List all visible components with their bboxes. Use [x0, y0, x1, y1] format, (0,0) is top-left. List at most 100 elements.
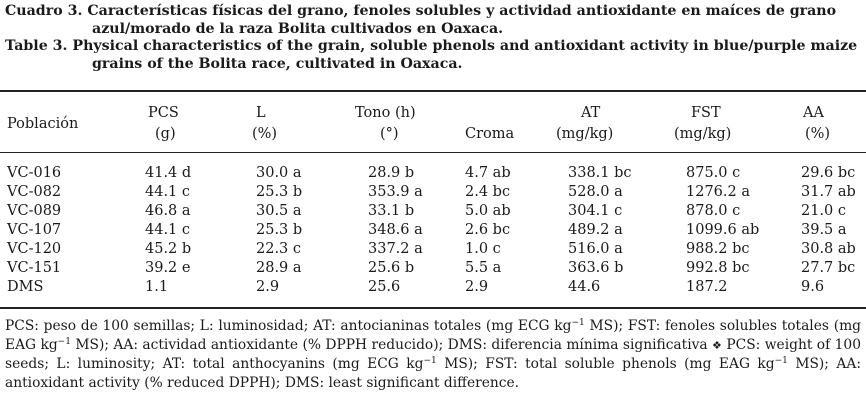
caption-english: Table 3. Physical characteristics of the… [5, 38, 858, 72]
table-row: VC-089 46.8 a 30.5 a 33.1 b 5.0 ab 304.1 c 878… [0, 202, 866, 221]
table-row: VC-151 39.2 e 28.9 a 25.6 b 5.5 a 363.6 b 992.… [0, 259, 866, 278]
cell-croma: 5.0 ab [465, 203, 511, 219]
header-top-croma [453, 103, 556, 124]
cell-tono: 33.1 b [368, 203, 415, 219]
cell-pcs: 45.2 b [145, 241, 192, 257]
header-top-at: AT [581, 105, 601, 121]
cell-l: 2.9 [256, 279, 280, 295]
footnote-en-sup-1: −1 [423, 356, 437, 366]
table-row: DMS 1.1 2.9 25.6 2.9 44.6 187.2 9.6 [0, 278, 866, 297]
header-aa-unit: (%) [805, 126, 831, 142]
cell-l: 25.3 b [256, 184, 303, 200]
table-footnote: PCS: peso de 100 semillas; L: luminosida… [5, 317, 861, 393]
header-top-pcs: PCS [148, 105, 179, 121]
cell-poblacion: DMS [7, 279, 44, 295]
cell-at: 363.6 b [568, 260, 624, 276]
cell-l: 25.3 b [256, 222, 303, 238]
cell-aa: 21.0 c [801, 203, 847, 219]
footnote-es-2: MS); FST: fenoles solubles totales (mg E… [5, 318, 861, 353]
table-bottom-rule [0, 307, 866, 309]
cell-l: 30.5 a [256, 203, 302, 219]
cell-at: 489.2 a [568, 222, 623, 238]
table-caption: Cuadro 3. Características físicas del gr… [5, 3, 861, 73]
cell-l: 28.9 a [256, 260, 302, 276]
cell-aa: 39.5 a [801, 222, 847, 238]
cell-at: 338.1 bc [568, 165, 632, 181]
cell-pcs: 46.8 a [145, 203, 191, 219]
cell-at: 528.0 a [568, 184, 623, 200]
table-row: VC-107 44.1 c 25.3 b 348.6 a 2.6 bc 489.2 a 10… [0, 221, 866, 240]
header-top-l: L [256, 105, 266, 121]
cell-tono: 28.9 b [368, 165, 415, 181]
cell-croma: 2.9 [465, 279, 489, 295]
footnote-es-sup-2: −1 [57, 337, 71, 347]
cell-poblacion: VC-016 [7, 165, 62, 181]
table-row: VC-016 41.4 d 30.0 a 28.9 b 4.7 ab 338.1 bc 87… [0, 164, 866, 183]
cell-croma: 5.5 a [465, 260, 502, 276]
cell-poblacion: VC-107 [7, 222, 62, 238]
table-body: VC-016 41.4 d 30.0 a 28.9 b 4.7 ab 338.1 bc 87… [0, 164, 866, 297]
cell-fst: 988.2 bc [686, 241, 750, 257]
cell-aa: 9.6 [801, 279, 825, 295]
cell-tono: 25.6 [368, 279, 401, 295]
header-l-unit: (%) [252, 126, 278, 142]
cell-pcs: 41.4 d [145, 165, 192, 181]
cell-fst: 1099.6 ab [686, 222, 760, 238]
header-tono-unit: (°) [380, 126, 399, 142]
header-top-fst: FST [691, 105, 721, 121]
cell-pcs: 44.1 c [145, 184, 191, 200]
cell-pcs: 39.2 e [145, 260, 191, 276]
footnote-es-1: PCS: peso de 100 semillas; L: luminosida… [5, 318, 572, 334]
header-at-unit: (mg/kg) [556, 126, 614, 142]
cell-fst: 875.0 c [686, 165, 741, 181]
cell-l: 22.3 c [256, 241, 302, 257]
cell-poblacion: VC-089 [7, 203, 62, 219]
cell-croma: 1.0 c [465, 241, 501, 257]
cell-tono: 25.6 b [368, 260, 415, 276]
table-row: VC-120 45.2 b 22.3 c 337.2 a 1.0 c 516.0 a 988… [0, 240, 866, 259]
cell-aa: 31.7 ab [801, 184, 856, 200]
header-top-aa: AA [803, 105, 824, 121]
footnote-es-3: MS); AA: actividad antioxidante (% DPPH … [70, 337, 713, 353]
header-croma: Croma [465, 126, 515, 142]
cell-poblacion: VC-151 [7, 260, 62, 276]
caption-spanish: Cuadro 3. Características físicas del gr… [5, 3, 837, 37]
cell-tono: 348.6 a [368, 222, 423, 238]
header-row-bottom: Población (g) (%) (°) Croma (mg/kg) (mg/… [0, 116, 866, 145]
footnote-en-sup-2: −1 [774, 356, 788, 366]
cell-fst: 1276.2 a [686, 184, 750, 200]
cell-l: 30.0 a [256, 165, 302, 181]
cell-tono: 353.9 a [368, 184, 423, 200]
table-row: VC-082 44.1 c 25.3 b 353.9 a 2.4 bc 528.0 a 12… [0, 183, 866, 202]
cell-at: 516.0 a [568, 241, 623, 257]
footnote-en-2: MS); FST: total soluble phenols (mg EAG … [436, 356, 775, 372]
cell-croma: 2.4 bc [465, 184, 511, 200]
cell-fst: 187.2 [686, 279, 728, 295]
cell-poblacion: VC-082 [7, 184, 62, 200]
cell-at: 44.6 [568, 279, 601, 295]
diamond-separator-icon: ❖ [712, 339, 722, 352]
cell-croma: 4.7 ab [465, 165, 511, 181]
header-poblacion: Población [7, 116, 79, 132]
cell-aa: 30.8 ab [801, 241, 856, 257]
table-header-rule [0, 152, 866, 153]
table-top-rule [0, 90, 866, 92]
cell-tono: 337.2 a [368, 241, 423, 257]
cell-croma: 2.6 bc [465, 222, 511, 238]
header-pcs-unit: (g) [155, 126, 176, 142]
header-top-tono: Tono (h) [355, 105, 416, 121]
header-row-top: PCS L Tono (h) AT FST AA [0, 103, 866, 124]
cell-aa: 27.7 bc [801, 260, 856, 276]
footnote-en-1: PCS: weight of 100 seeds; L: luminosity;… [5, 337, 861, 372]
cell-pcs: 44.1 c [145, 222, 191, 238]
header-fst-unit: (mg/kg) [674, 126, 732, 142]
cell-pcs: 1.1 [145, 279, 169, 295]
cell-poblacion: VC-120 [7, 241, 62, 257]
cell-at: 304.1 c [568, 203, 623, 219]
footnote-en-3: MS); AA: antioxidant activity (% reduced… [5, 356, 861, 391]
cell-aa: 29.6 bc [801, 165, 856, 181]
table-header: PCS L Tono (h) AT FST AA Población (g) (… [0, 103, 866, 145]
footnote-es-sup-1: −1 [571, 318, 585, 328]
cell-fst: 992.8 bc [686, 260, 750, 276]
cell-fst: 878.0 c [686, 203, 741, 219]
